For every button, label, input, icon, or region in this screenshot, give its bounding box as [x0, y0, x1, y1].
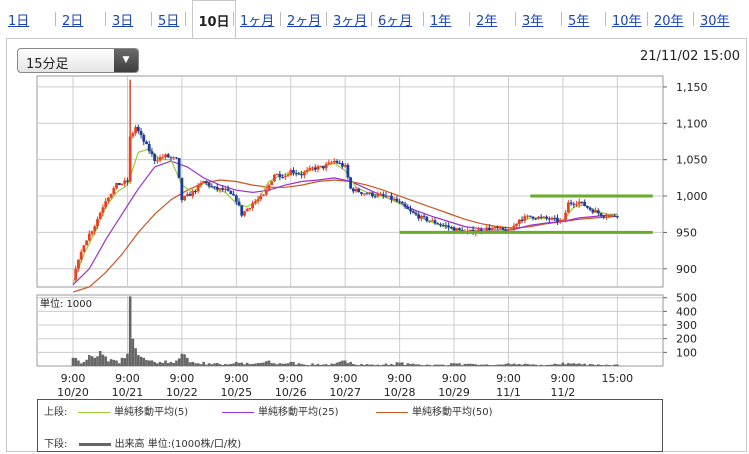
legend-volume-swatch [78, 442, 111, 446]
legend-ma25-swatch [222, 411, 254, 413]
tab-2ヶ月[interactable]: 2ヶ月 [287, 14, 322, 29]
legend-ma50-swatch [376, 411, 408, 413]
legend-lower-row: 下段: 出来高 単位:(1000株/口/枚) [44, 435, 241, 450]
legend-ma50: 単純移動平均(50) [376, 403, 493, 418]
tab-separator [423, 12, 424, 26]
interval-select-value: 15分足 [26, 57, 69, 72]
tab-30年[interactable]: 30年 [700, 14, 730, 29]
legend-ma5-swatch [78, 411, 110, 413]
tab-10日[interactable]: 10日 [192, 0, 236, 38]
legend-lower-label: 下段: [44, 439, 68, 450]
tab-6ヶ月[interactable]: 6ヶ月 [378, 14, 413, 29]
chart-timestamp: 21/11/02 15:00 [640, 49, 740, 64]
legend-ma5: 単純移動平均(5) [78, 403, 188, 418]
tab-separator [605, 12, 606, 26]
tab-separator [515, 12, 516, 26]
chevron-down-icon[interactable]: ▼ [114, 49, 138, 72]
tab-1年[interactable]: 1年 [430, 14, 452, 29]
tab-separator [561, 12, 562, 26]
tab-separator [647, 12, 648, 26]
tab-1日[interactable]: 1日 [8, 14, 30, 29]
chart-legend: 上段: 単純移動平均(5) 単純移動平均(25) 単純移動平均(50) 下段: … [37, 399, 663, 452]
tab-separator [693, 12, 694, 26]
tab-5日[interactable]: 5日 [158, 14, 180, 29]
tab-20年[interactable]: 20年 [654, 14, 684, 29]
tab-separator [105, 12, 106, 26]
tab-separator [280, 12, 281, 26]
legend-upper-label: 上段: [44, 407, 68, 418]
tab-separator [233, 12, 234, 26]
tab-3日[interactable]: 3日 [112, 14, 134, 29]
legend-volume: 出来高 単位:(1000株/口/枚) [114, 439, 242, 450]
legend-ma25: 単純移動平均(25) [222, 403, 339, 418]
interval-select[interactable]: 15分足 ▼ [17, 48, 139, 73]
tab-3ヶ月[interactable]: 3ヶ月 [333, 14, 368, 29]
tab-1ヶ月[interactable]: 1ヶ月 [240, 14, 275, 29]
tab-separator [185, 12, 186, 26]
tab-separator [55, 12, 56, 26]
tab-2年[interactable]: 2年 [476, 14, 498, 29]
tab-separator [151, 12, 152, 26]
period-tabs: 1日 2日 3日 5日 10日 1ヶ月 2ヶ月 3ヶ月 6ヶ月 1年 2年 3年 5年 10年 20年 30年 [0, 0, 749, 38]
tab-3年[interactable]: 3年 [522, 14, 544, 29]
legend-upper-row: 上段: 単純移動平均(5) 単純移動平均(25) 単純移動平均(50) [44, 403, 654, 418]
tab-separator [469, 12, 470, 26]
chart-panel [6, 38, 747, 452]
tab-separator [371, 12, 372, 26]
tab-separator [326, 12, 327, 26]
tab-2日[interactable]: 2日 [62, 14, 84, 29]
tab-5年[interactable]: 5年 [568, 14, 590, 29]
tab-10年[interactable]: 10年 [612, 14, 642, 29]
